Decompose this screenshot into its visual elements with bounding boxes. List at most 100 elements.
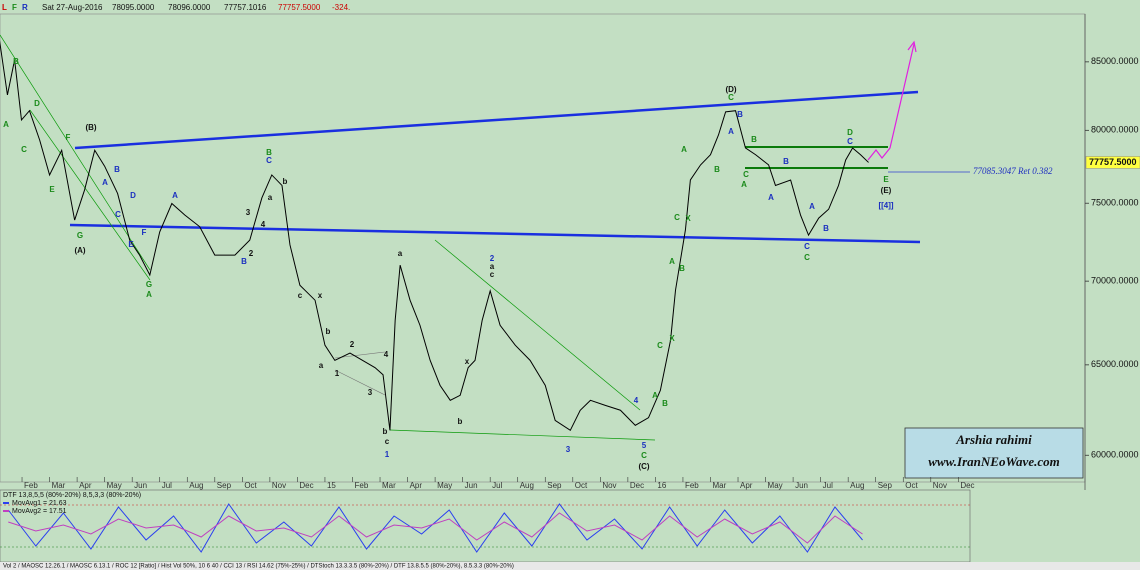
wave-label: C bbox=[641, 451, 647, 460]
x-tick-label: Mar bbox=[712, 481, 726, 490]
legend-label: MovAvg1 = 21.63 bbox=[12, 500, 67, 507]
wave-label: (A) bbox=[74, 246, 85, 255]
wave-label: G bbox=[77, 231, 83, 240]
x-tick-label: Jun bbox=[465, 481, 478, 490]
wave-label: 4 bbox=[634, 396, 639, 405]
footer: Vol 2 / MAOSC 12.26.1 / MAOSC 6.13.1 / R… bbox=[3, 564, 514, 570]
indicator-title: DTF 13,8,5,5 (80%-20%) 8,5,3,3 (80%-20%) bbox=[3, 492, 141, 499]
header-close: 77757.5000 bbox=[278, 3, 321, 12]
x-tick-label: Sep bbox=[547, 481, 562, 490]
x-tick-label: Sep bbox=[878, 481, 893, 490]
wave-label: B bbox=[714, 165, 720, 174]
wave-label: 3 bbox=[368, 388, 373, 397]
y-tick-label: 65000.0000 bbox=[1091, 359, 1139, 369]
price-line bbox=[0, 40, 869, 432]
wave-label: D bbox=[847, 128, 853, 137]
wave-label: (D) bbox=[725, 85, 736, 94]
x-tick-label: Feb bbox=[685, 481, 699, 490]
wave-label: a bbox=[268, 193, 273, 202]
x-tick-label: May bbox=[437, 481, 452, 490]
y-tick-label: 85000.0000 bbox=[1091, 56, 1139, 66]
wave-label: F bbox=[142, 228, 147, 237]
x-tick-label: Jul bbox=[162, 481, 172, 490]
projection-arrow bbox=[907, 40, 917, 53]
x-tick-label: 16 bbox=[657, 481, 666, 490]
wave-label: B bbox=[783, 157, 789, 166]
y-tick-label: 80000.0000 bbox=[1091, 125, 1139, 135]
x-tick-label: Dec bbox=[630, 481, 644, 490]
wave-label: 3 bbox=[246, 208, 251, 217]
wave-line bbox=[334, 351, 386, 359]
wave-label: B bbox=[679, 264, 685, 273]
wave-label: 2 bbox=[350, 340, 355, 349]
wave-line bbox=[434, 239, 641, 411]
wave-label: 1 bbox=[385, 450, 390, 459]
wave-label: A bbox=[146, 290, 152, 299]
upper-trendline bbox=[74, 90, 919, 150]
last-price-label: 77757.5000 bbox=[1089, 157, 1137, 167]
wave-label: B bbox=[662, 399, 668, 408]
header-date: Sat 27-Aug-2016 bbox=[42, 3, 103, 12]
y-tick-label: 60000.0000 bbox=[1091, 450, 1139, 460]
x-tick-label: Jul bbox=[823, 481, 833, 490]
wave-label: C bbox=[743, 170, 749, 179]
y-tick-label: 75000.0000 bbox=[1091, 198, 1139, 208]
x-tick-label: Jun bbox=[134, 481, 147, 490]
plot-area bbox=[0, 13, 1086, 483]
header-open: 78095.0000 bbox=[112, 3, 155, 12]
footer-bar bbox=[0, 562, 1140, 570]
wave-label: C bbox=[804, 242, 810, 251]
wave-label: C bbox=[674, 213, 680, 222]
wave-label: A bbox=[768, 193, 774, 202]
x-tick-label: Dec bbox=[299, 481, 313, 490]
header-low: 77757.1016 bbox=[224, 3, 267, 12]
x-tick-label: Aug bbox=[850, 481, 864, 490]
wave-label: C bbox=[266, 156, 272, 165]
wave-label: (C) bbox=[638, 462, 649, 471]
wave-label: E bbox=[49, 185, 55, 194]
wave-label: A bbox=[741, 180, 747, 189]
wave-label: A bbox=[681, 145, 687, 154]
x-tick-label: Nov bbox=[602, 481, 616, 490]
x-tick-label: Jun bbox=[795, 481, 808, 490]
watermark-box bbox=[904, 427, 1084, 479]
wave-label: a bbox=[398, 249, 403, 258]
wave-label: A bbox=[3, 120, 9, 129]
wave-label: 2 bbox=[490, 254, 495, 263]
wave-label: c bbox=[490, 270, 495, 279]
wave-label: C bbox=[657, 341, 663, 350]
x-tick-label: Nov bbox=[272, 481, 286, 490]
x-tick-label: Mar bbox=[52, 481, 66, 490]
x-tick-label: 15 bbox=[327, 481, 336, 490]
legend-swatch bbox=[3, 510, 9, 512]
wave-line bbox=[389, 429, 656, 441]
wave-label: B bbox=[114, 165, 120, 174]
header-high: 78096.0000 bbox=[168, 3, 211, 12]
wave-label: 5 bbox=[642, 441, 647, 450]
wave-label: A bbox=[172, 191, 178, 200]
wave-label: B bbox=[737, 110, 743, 119]
wave-label: a bbox=[490, 262, 495, 271]
wave-label: X bbox=[669, 334, 675, 343]
wave-label: E bbox=[128, 240, 134, 249]
trendlines bbox=[0, 34, 970, 441]
last-price-box bbox=[1085, 156, 1140, 169]
wave-label: A bbox=[669, 257, 675, 266]
x-tick-label: Oct bbox=[905, 481, 918, 490]
watermark-site: www.IranNEoWave.com bbox=[928, 454, 1059, 469]
wave-label: E bbox=[883, 175, 889, 184]
x-tick-label: Aug bbox=[520, 481, 534, 490]
flag: F bbox=[12, 3, 17, 12]
wave-label: B bbox=[751, 135, 757, 144]
flag: R bbox=[22, 3, 28, 12]
wave-label: c bbox=[298, 291, 303, 300]
x-tick-label: Mar bbox=[382, 481, 396, 490]
wave-label: A bbox=[102, 178, 108, 187]
wave-label: A bbox=[809, 202, 815, 211]
wave-label: b bbox=[326, 327, 331, 336]
x-tick-label: Oct bbox=[575, 481, 588, 490]
wave-label: 4 bbox=[261, 220, 266, 229]
wave-label: B bbox=[266, 148, 272, 157]
